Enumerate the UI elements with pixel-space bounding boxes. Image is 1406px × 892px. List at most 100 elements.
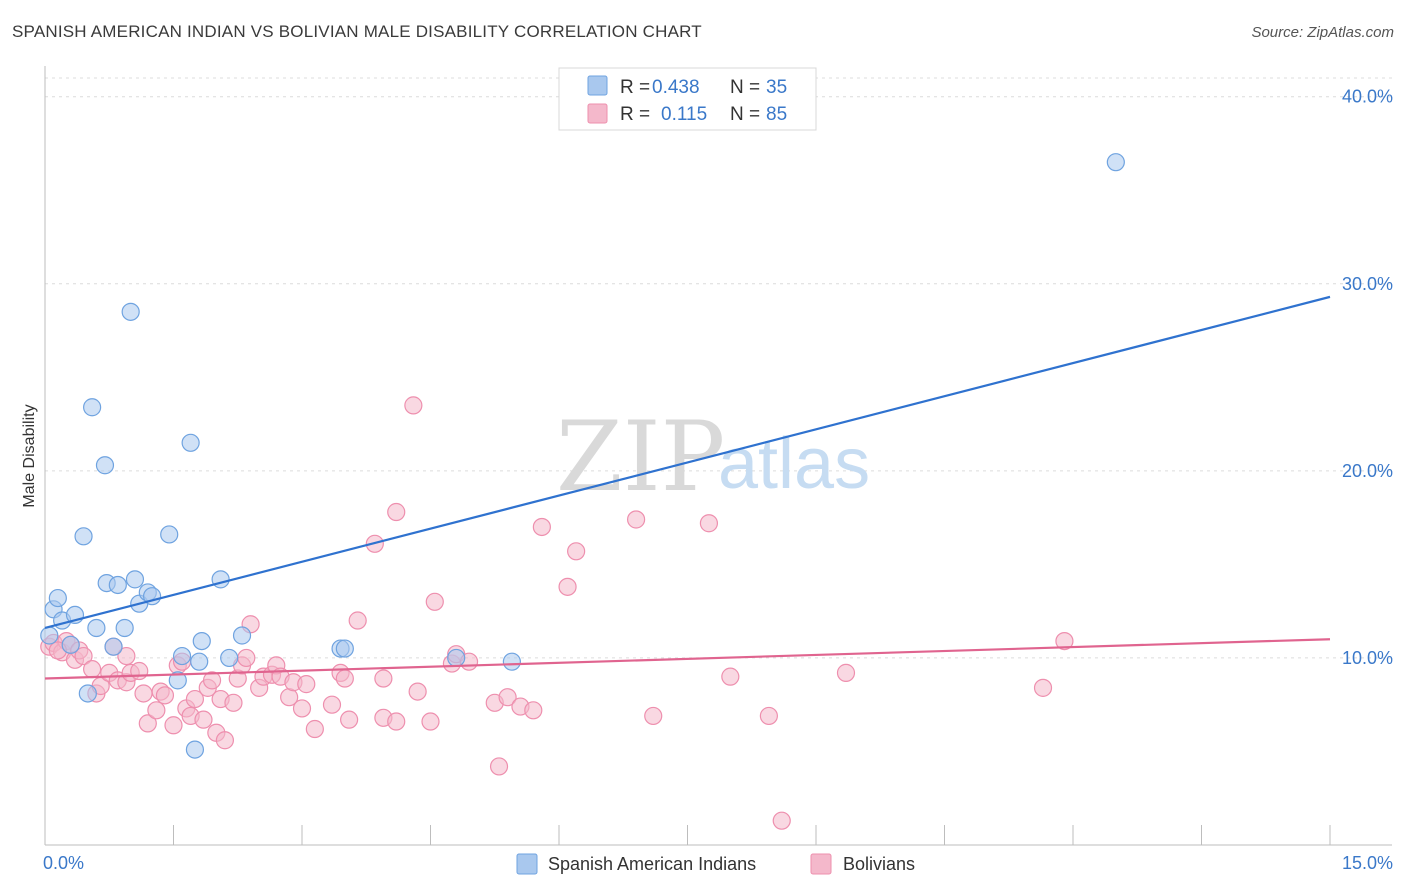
point-spanish-american-indian <box>104 637 123 656</box>
point-spanish-american-indian <box>190 652 209 671</box>
point-bolivian <box>340 710 359 729</box>
point-bolivian <box>83 660 102 679</box>
point-spanish-american-indian <box>185 740 205 759</box>
point-bolivian <box>138 714 157 733</box>
point-bolivian <box>202 671 222 690</box>
point-bolivian <box>185 689 205 709</box>
grid-lines <box>45 77 1392 659</box>
stats-legend: R = 0.438 N = 35 R = 0.115 N = 85 <box>558 67 817 131</box>
axes <box>44 66 1392 846</box>
point-spanish-american-indian <box>192 631 211 651</box>
point-spanish-american-indian <box>40 626 59 645</box>
y-tick-label: 40.0% <box>1342 87 1393 107</box>
legend-r-value: 0.438 <box>652 77 700 98</box>
point-bolivian <box>558 577 577 596</box>
chart-title: SPANISH AMERICAN INDIAN VS BOLIVIAN MALE… <box>12 22 702 41</box>
series-legend-label: Bolivians <box>843 854 915 874</box>
y-axis-label: Male Disability <box>21 404 38 507</box>
y-tick-label: 30.0% <box>1342 274 1393 294</box>
point-bolivian <box>759 706 778 726</box>
point-bolivian <box>155 686 175 705</box>
point-spanish-american-indian <box>502 652 521 671</box>
point-bolivian <box>147 701 166 720</box>
point-bolivian <box>532 517 551 537</box>
point-spanish-american-indian <box>447 648 466 668</box>
point-spanish-american-indian <box>160 525 179 544</box>
point-spanish-american-indian <box>115 618 134 638</box>
legend-n-label: N = <box>730 104 760 125</box>
point-bolivian <box>134 684 153 703</box>
point-bolivian <box>374 669 393 688</box>
point-bolivian <box>215 731 234 750</box>
point-spanish-american-indian <box>125 570 145 589</box>
legend-r-label: R = <box>620 77 650 98</box>
point-spanish-american-indian <box>61 635 80 654</box>
point-bolivian <box>498 688 517 707</box>
legend-swatch-spanish <box>587 75 608 96</box>
point-bolivian <box>567 542 586 561</box>
point-bolivian <box>421 712 440 731</box>
trend-lines <box>44 295 1331 680</box>
watermark-zip: ZIP <box>556 401 725 513</box>
point-bolivian <box>524 701 543 720</box>
y-tick-label: 20.0% <box>1342 461 1393 481</box>
watermark: ZIP atlas <box>556 401 870 513</box>
point-bolivian <box>130 661 149 681</box>
point-spanish-american-indian <box>74 527 93 546</box>
point-spanish-american-indian <box>108 575 127 595</box>
point-bolivian <box>194 710 213 729</box>
x-tick-labels: 0.0% 15.0% <box>43 853 1393 873</box>
point-spanish-american-indian <box>168 671 187 690</box>
point-spanish-american-indian <box>87 618 106 638</box>
point-spanish-american-indian <box>335 639 354 658</box>
trend-line-spanish <box>44 295 1331 630</box>
y-tick-label: 10.0% <box>1342 648 1393 668</box>
point-bolivian <box>164 716 183 735</box>
point-spanish-american-indian <box>95 456 115 475</box>
point-bolivian <box>322 695 342 714</box>
legend-r-label: R = <box>620 104 650 125</box>
legend-r-value: 0.115 <box>661 104 707 125</box>
point-bolivian <box>408 682 427 701</box>
point-spanish-american-indian <box>172 646 192 666</box>
point-bolivian <box>721 667 740 686</box>
point-bolivian <box>644 706 663 726</box>
point-bolivian <box>404 396 423 415</box>
point-bolivian <box>117 646 136 666</box>
legend-n-value: 35 <box>766 77 787 98</box>
point-bolivian <box>1055 631 1074 651</box>
trend-line-bolivian <box>44 638 1331 680</box>
point-bolivian <box>224 693 243 712</box>
series-legend-swatch-spanish <box>516 853 538 875</box>
point-bolivian <box>292 699 312 718</box>
point-spanish-american-indian <box>181 433 200 452</box>
data-points <box>40 153 1125 830</box>
chart-source: Source: ZipAtlas.com <box>1251 24 1394 41</box>
point-bolivian <box>305 719 324 739</box>
point-spanish-american-indian <box>78 684 97 703</box>
point-spanish-american-indian <box>121 302 140 321</box>
point-spanish-american-indian <box>1106 153 1125 172</box>
point-bolivian <box>836 663 856 682</box>
legend-swatch-bolivian <box>587 103 608 124</box>
point-spanish-american-indian <box>83 398 102 417</box>
point-bolivian <box>489 757 509 776</box>
point-bolivian <box>237 648 256 668</box>
point-spanish-american-indian <box>232 626 252 645</box>
point-bolivian <box>335 669 354 688</box>
point-bolivian <box>699 514 719 533</box>
legend-n-label: N = <box>730 77 760 98</box>
legend-n-value: 85 <box>766 104 787 125</box>
point-bolivian <box>425 592 444 611</box>
series-legend-swatch-bolivian <box>810 853 832 875</box>
y-tick-labels: 10.0% 20.0% 30.0% 40.0% <box>1342 87 1393 668</box>
point-bolivian <box>772 811 791 830</box>
point-bolivian <box>626 510 646 529</box>
point-bolivian <box>387 502 406 522</box>
point-spanish-american-indian <box>220 648 239 668</box>
x-tick-label: 0.0% <box>43 853 84 873</box>
series-legend-label: Spanish American Indians <box>548 854 756 874</box>
point-spanish-american-indian <box>48 588 67 608</box>
watermark-atlas: atlas <box>718 424 870 504</box>
